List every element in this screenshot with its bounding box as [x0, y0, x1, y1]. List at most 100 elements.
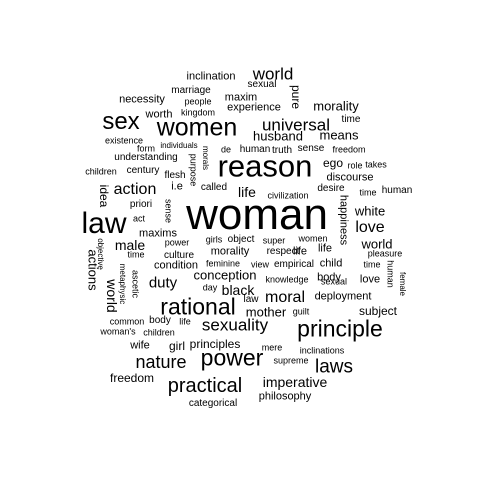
cloud-word: century — [126, 165, 160, 176]
cloud-word: imperative — [262, 374, 328, 390]
cloud-word: inclinations — [299, 345, 345, 356]
cloud-word: means — [319, 127, 359, 143]
cloud-word: morals — [201, 145, 210, 171]
cloud-word: culture — [163, 250, 195, 261]
cloud-word: duty — [148, 274, 178, 292]
cloud-word: respect — [266, 246, 300, 257]
cloud-word: metaphysic — [118, 263, 127, 305]
cloud-word: children — [85, 166, 117, 177]
cloud-word: principles — [189, 337, 241, 351]
cloud-word: maxims — [139, 227, 177, 240]
cloud-word: called — [200, 182, 228, 193]
cloud-word: guilt — [292, 306, 310, 317]
cloud-word: sexuality — [201, 315, 269, 335]
cloud-word: world — [361, 236, 393, 252]
cloud-word: body — [149, 315, 171, 326]
cloud-word: marriage — [171, 85, 211, 96]
cloud-word: life — [238, 184, 256, 200]
cloud-word: kingdom — [180, 107, 216, 118]
cloud-word: moral — [264, 289, 306, 306]
cloud-word: life — [292, 245, 308, 258]
cloud-word: freedom — [332, 144, 366, 155]
cloud-word: i.e — [171, 180, 183, 193]
cloud-word: flesh — [164, 170, 186, 181]
cloud-word: ascetic — [130, 269, 141, 299]
cloud-word: ego — [322, 156, 344, 170]
cloud-word: world — [104, 279, 120, 313]
cloud-word: desire — [317, 183, 345, 194]
cloud-word: women — [156, 113, 238, 142]
cloud-word: laws — [314, 356, 354, 378]
cloud-word: human — [385, 260, 396, 288]
cloud-word: supreme — [273, 355, 309, 366]
cloud-word: pure — [289, 84, 303, 110]
cloud-word: empirical — [273, 259, 315, 270]
cloud-word: civilization — [267, 190, 309, 201]
cloud-word: day — [202, 282, 218, 293]
cloud-word: wife — [130, 339, 150, 352]
cloud-word: principle — [297, 315, 383, 342]
cloud-word: sexual — [247, 79, 277, 90]
cloud-word: women — [298, 233, 328, 244]
cloud-word: feminine — [205, 258, 241, 269]
cloud-word: discourse — [326, 171, 374, 184]
cloud-word: life — [179, 316, 191, 327]
cloud-word: common — [109, 316, 145, 327]
cloud-word: practical — [167, 375, 243, 397]
cloud-word: view — [250, 259, 270, 270]
cloud-word: subject — [358, 304, 398, 318]
cloud-word: human — [381, 185, 413, 196]
cloud-word: time — [341, 114, 361, 125]
cloud-word: objective — [96, 238, 105, 270]
cloud-word: deployment — [314, 290, 372, 303]
cloud-word: white — [354, 203, 386, 219]
cloud-word: body — [317, 271, 341, 284]
cloud-word: understanding — [114, 152, 178, 163]
cloud-word: people — [184, 96, 212, 107]
cloud-word: female — [398, 271, 407, 297]
cloud-word: form — [137, 143, 155, 154]
cloud-word: world — [252, 64, 294, 84]
cloud-word: worth — [145, 108, 173, 121]
cloud-word: condition — [153, 259, 199, 272]
cloud-word: law — [81, 207, 127, 240]
cloud-word: rational — [160, 293, 236, 320]
cloud-word: action — [113, 181, 157, 198]
cloud-word: human — [239, 144, 271, 155]
cloud-word: knowledge — [265, 274, 309, 285]
cloud-word: experience — [227, 101, 281, 114]
cloud-word: sense — [163, 198, 174, 224]
cloud-word: existence — [104, 135, 144, 146]
cloud-word: love — [355, 219, 385, 236]
cloud-word: girls — [205, 234, 223, 245]
cloud-word: girl — [168, 339, 186, 353]
cloud-word: happiness — [337, 194, 350, 246]
cloud-word: child — [319, 257, 343, 270]
cloud-word: power — [200, 344, 264, 371]
cloud-word: categorical — [188, 398, 238, 409]
cloud-word: law — [243, 294, 259, 305]
cloud-word: life — [317, 242, 333, 255]
cloud-word: mere — [261, 342, 283, 353]
cloud-word: time — [363, 259, 381, 270]
cloud-word: de — [220, 144, 232, 155]
cloud-word: morality — [313, 98, 359, 114]
cloud-word: woman — [186, 190, 328, 239]
cloud-word: sex — [102, 108, 140, 135]
cloud-word: takes — [365, 159, 387, 170]
cloud-word: children — [143, 327, 175, 338]
cloud-word: husband — [253, 128, 303, 144]
cloud-word: sense — [297, 143, 325, 154]
cloud-word: act — [132, 213, 146, 224]
cloud-word: priori — [129, 199, 153, 210]
cloud-word: idea — [97, 184, 111, 208]
cloud-word: conception — [193, 267, 257, 283]
cloud-word: sexual — [320, 276, 348, 287]
cloud-word: power — [164, 237, 190, 248]
cloud-word: time — [359, 187, 377, 198]
cloud-word: maxim — [224, 91, 258, 104]
cloud-word: love — [359, 273, 381, 286]
cloud-word: universal — [261, 115, 331, 135]
cloud-word: object — [227, 234, 255, 245]
